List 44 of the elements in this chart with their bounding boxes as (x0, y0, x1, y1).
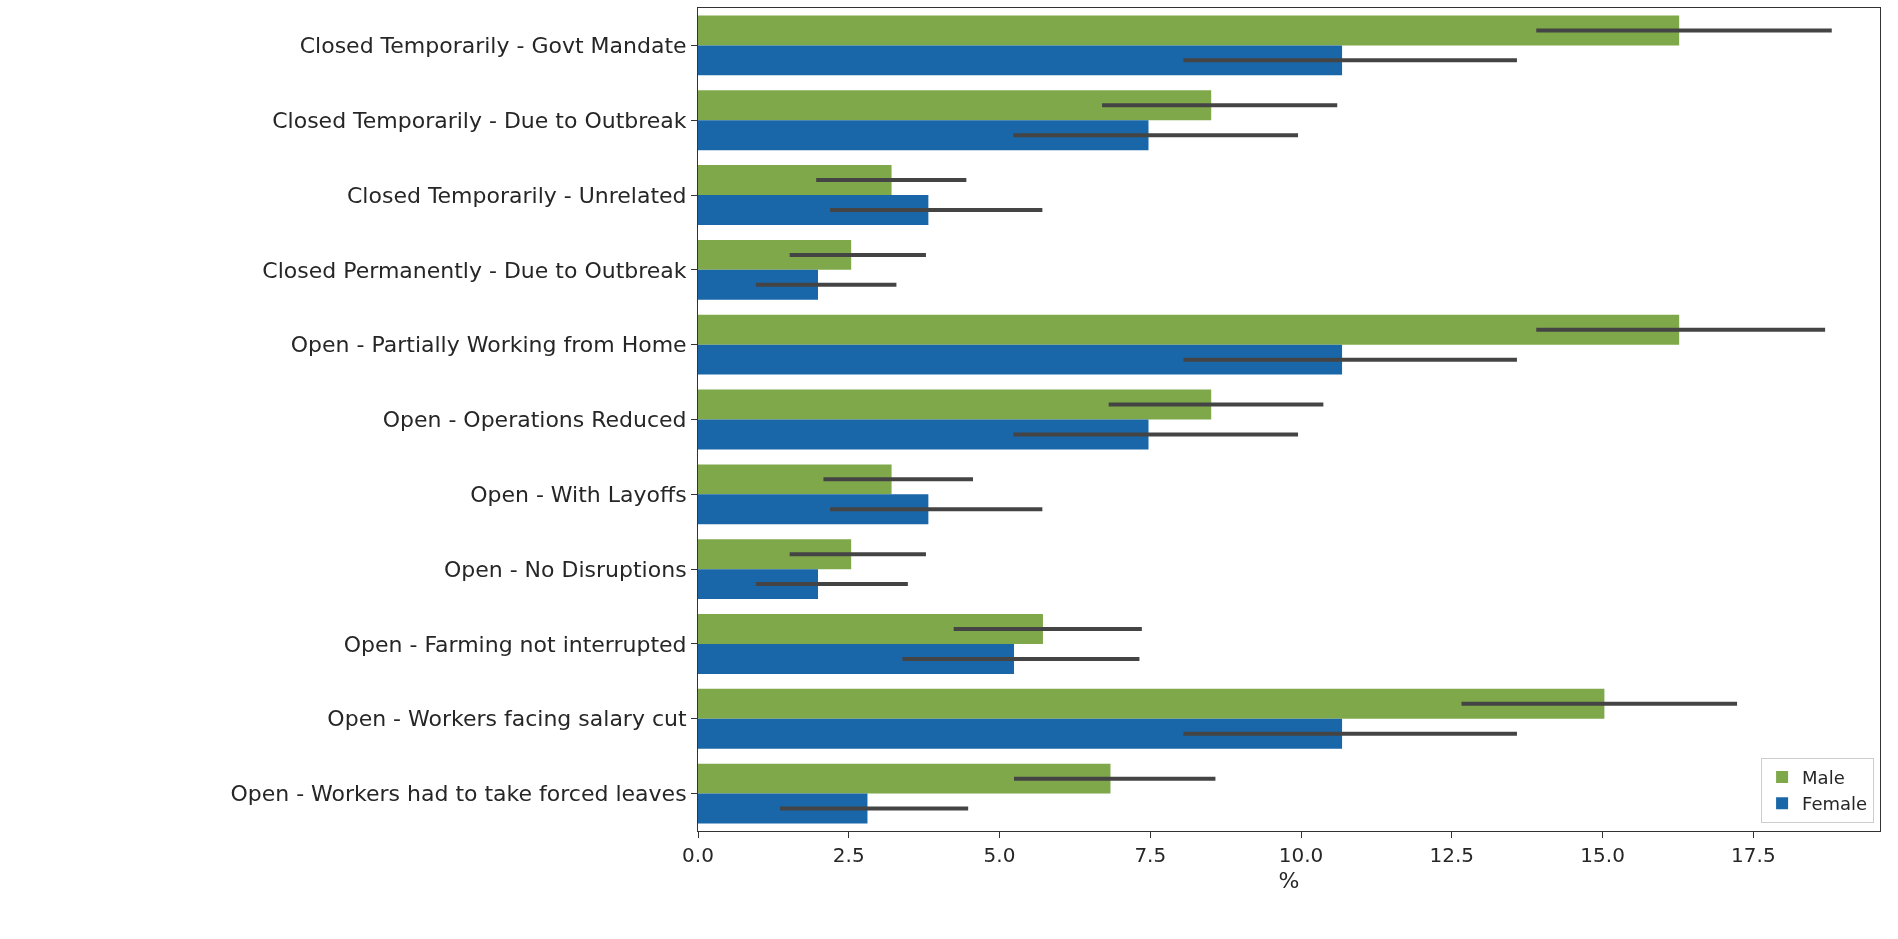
bar (698, 688, 1605, 719)
y-tick-label: Closed Temporarily - Govt Mandate (299, 33, 687, 59)
bar (698, 239, 852, 270)
bar (698, 389, 1212, 420)
bar (698, 643, 1014, 674)
x-tick-label: 15.0 (1580, 843, 1625, 867)
y-tick-label: Open - Partially Working from Home (290, 332, 687, 358)
bar (698, 494, 929, 525)
x-tick-label: 12.5 (1429, 843, 1475, 867)
bar (698, 718, 1343, 749)
x-tick-label: 17.5 (1731, 843, 1776, 867)
x-tick-label: 5.0 (983, 843, 1016, 867)
y-tick-label: Closed Permanently - Due to Outbreak (262, 257, 687, 283)
y-tick-label: Open - Farming not interrupted (343, 631, 687, 657)
legend-label: Female (1802, 793, 1868, 815)
x-tick-label: 7.5 (1134, 843, 1167, 867)
bar (698, 344, 1343, 375)
bar (698, 165, 892, 196)
bar (698, 464, 892, 495)
y-tick-label: Closed Temporarily - Due to Outbreak (272, 107, 687, 133)
bar (698, 15, 1680, 46)
x-tick-label: 2.5 (832, 843, 865, 867)
y-tick-label: Open - Operations Reduced (382, 407, 687, 433)
legend-label: Male (1802, 766, 1845, 788)
y-tick-label: Open - No Disruptions (443, 556, 687, 582)
bar (698, 539, 852, 570)
y-tick-label: Open - Workers had to take forced leaves (230, 781, 687, 807)
y-tick-label: Open - Workers facing salary cut (327, 706, 687, 732)
bar (698, 269, 819, 300)
x-tick-label: 10.0 (1278, 843, 1324, 867)
y-tick-label: Open - With Layoffs (470, 482, 687, 508)
bar (698, 763, 1111, 794)
bar (698, 793, 868, 824)
bar (698, 90, 1212, 121)
bar (698, 45, 1343, 76)
bar (698, 614, 1043, 644)
bar (698, 569, 819, 600)
x-axis-title: % (1278, 867, 1300, 893)
y-tick-label: Closed Temporarily - Unrelated (347, 182, 687, 208)
bar (698, 120, 1149, 151)
x-tick-label: 0.0 (682, 843, 714, 867)
bar (698, 419, 1149, 450)
bar (698, 195, 929, 225)
bar (698, 314, 1680, 345)
